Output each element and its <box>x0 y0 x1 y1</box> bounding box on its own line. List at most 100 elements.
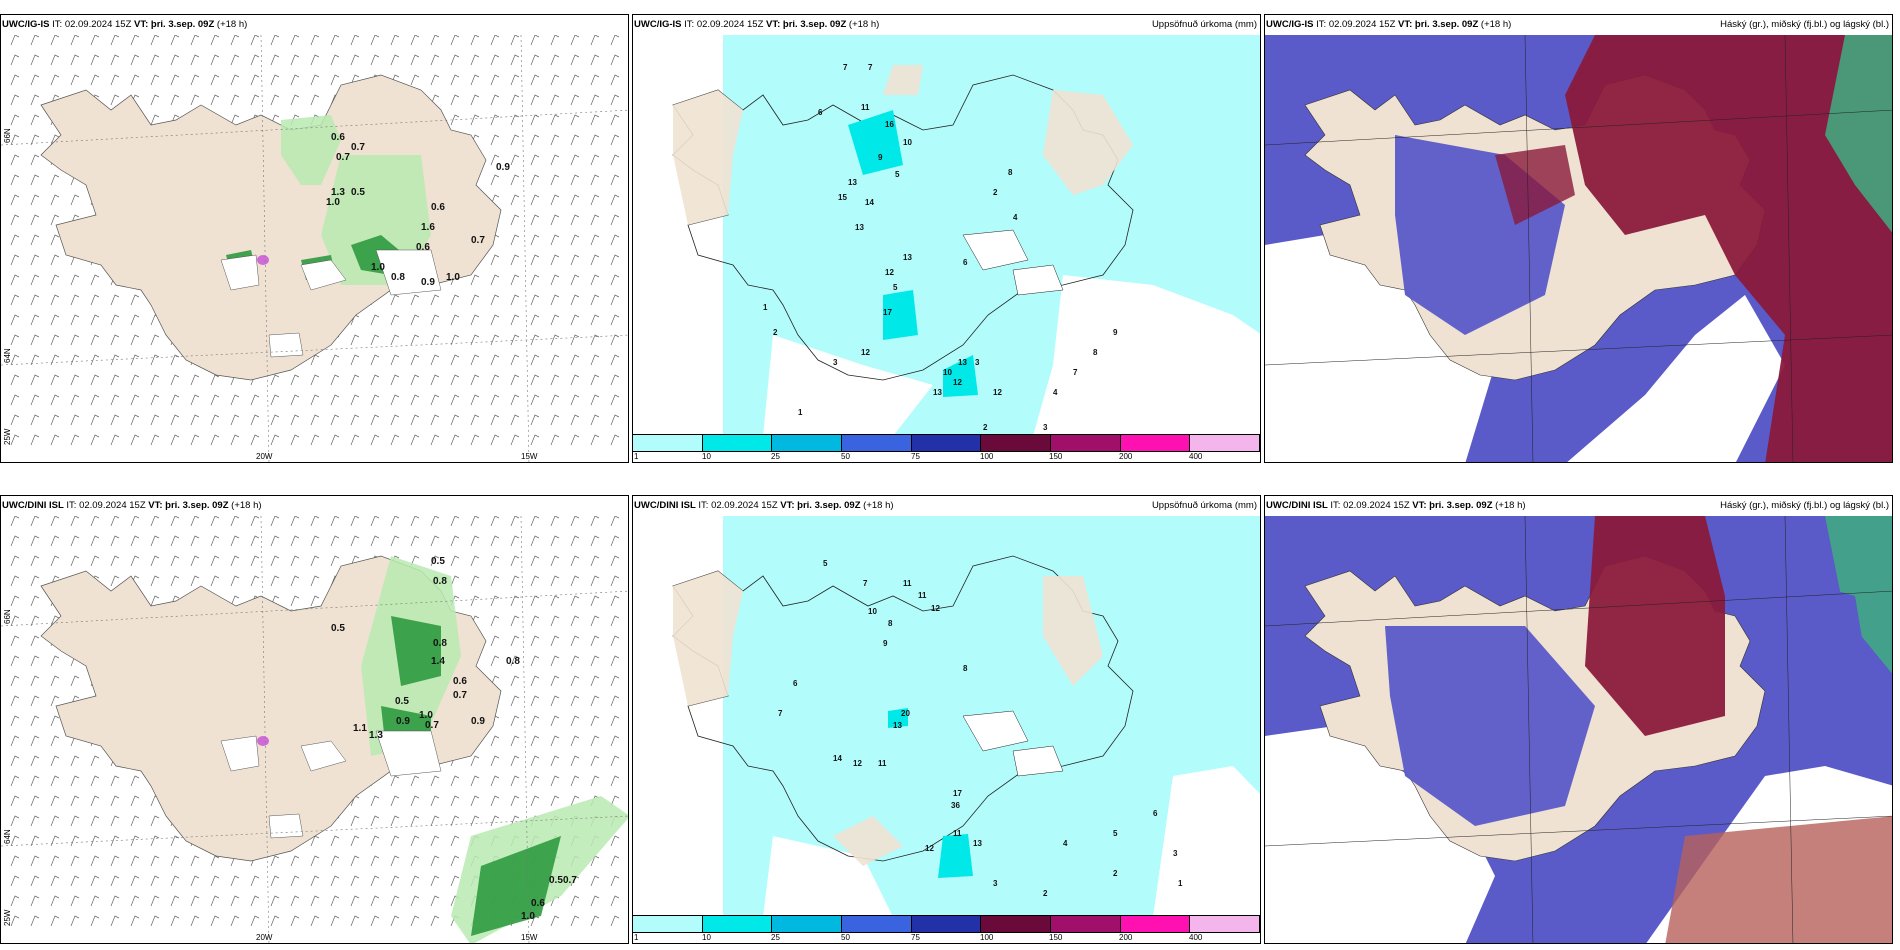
wind-barb <box>610 895 620 907</box>
wind-barb <box>570 715 580 727</box>
map-value-label: 14 <box>833 754 842 763</box>
wind-barb <box>470 795 480 807</box>
wind-barb <box>470 314 480 326</box>
wind-barb <box>30 655 40 667</box>
wind-barb <box>190 555 200 567</box>
model-name: UWC/IG-IS <box>634 19 682 30</box>
wind-barb <box>570 394 580 406</box>
wind-barb <box>30 815 40 827</box>
map-value-label: 0.9 <box>396 716 410 727</box>
map-value-label: 20 <box>901 709 910 718</box>
wind-barb <box>10 134 20 146</box>
wind-barb <box>530 655 540 667</box>
wind-barb <box>110 94 120 106</box>
wind-barb <box>350 354 360 366</box>
wind-barb <box>530 695 540 707</box>
wind-barb <box>470 294 480 306</box>
wind-barb <box>130 35 140 46</box>
wind-barb <box>250 555 260 567</box>
precip-map-panel-dini: UWC/DINI ISL IT: 02.09.2024 15Z VT: þri.… <box>632 495 1261 944</box>
wind-gust-values: 0.50.80.80.51.40.60.70.51.00.91.30.9 0.71… <box>331 556 577 922</box>
wind-barb <box>510 354 520 366</box>
lon-label-15w: 15W <box>521 933 538 942</box>
wind-barb <box>190 35 200 46</box>
wind-barb <box>10 394 20 406</box>
map-value-label: 6 <box>1153 809 1158 818</box>
wind-barb <box>510 775 520 787</box>
colorbar-tick: 100 <box>980 452 994 461</box>
wind-barb <box>470 555 480 567</box>
colorbar-tick: 25 <box>771 452 780 461</box>
wind-barb <box>70 555 80 567</box>
wind-barb <box>590 394 600 406</box>
wind-barb <box>410 74 420 86</box>
wind-barb <box>450 835 460 847</box>
map-value-label: 0.9 <box>471 716 485 727</box>
colorbar-swatch <box>911 916 982 932</box>
wind-barb <box>30 414 40 426</box>
wind-barb <box>70 74 80 86</box>
wind-barb <box>50 174 60 186</box>
wind-barb <box>10 174 20 186</box>
wind-barb <box>70 895 80 907</box>
model-name: UWC/DINI ISL <box>2 500 64 511</box>
wind-barb <box>430 795 440 807</box>
wind-barb <box>90 755 100 767</box>
wind-barb <box>590 214 600 226</box>
wind-barb <box>250 535 260 547</box>
map-value-label: 13 <box>855 223 864 232</box>
wind-barb <box>530 354 540 366</box>
wind-barb <box>550 915 560 927</box>
wind-barb <box>350 74 360 86</box>
map-value-label: 3 <box>1173 849 1178 858</box>
colorbar-swatch <box>981 435 1052 451</box>
wind-barb <box>470 755 480 767</box>
map-value-label: 6 <box>818 108 823 117</box>
wind-barb <box>330 835 340 847</box>
wind-barb <box>610 675 620 687</box>
colorbar-tick: 100 <box>980 933 994 942</box>
wind-barb <box>490 134 500 146</box>
wind-barb <box>70 294 80 306</box>
colorbar-ticks: 1 10 25 50 75 100 150 200 400 <box>633 933 1260 943</box>
wind-barb <box>290 595 300 607</box>
wind-barb <box>110 835 120 847</box>
wind-barb <box>390 54 400 66</box>
map-value-label: 0.9 <box>496 162 510 173</box>
wind-barb <box>170 35 180 46</box>
wind-barb <box>210 74 220 86</box>
colorbar-tick: 75 <box>911 452 920 461</box>
vt-value: þri. 3.sep. 09Z <box>1429 500 1493 511</box>
wind-barb <box>490 314 500 326</box>
wind-barb <box>170 414 180 426</box>
wind-barb <box>570 134 580 146</box>
vt-value: þri. 3.sep. 09Z <box>797 500 861 511</box>
wind-barb <box>290 535 300 547</box>
wind-barb <box>30 74 40 86</box>
precip-colorbar <box>633 434 1260 452</box>
wind-barb <box>410 516 420 527</box>
map-value-label: 0.7 <box>563 875 577 886</box>
wind-barb <box>550 535 560 547</box>
wind-barb <box>70 394 80 406</box>
wind-barb <box>430 294 440 306</box>
wind-barb <box>10 875 20 887</box>
wind-barb <box>150 334 160 346</box>
map-value-label: 0.5 <box>549 875 563 886</box>
wind-barb <box>470 394 480 406</box>
wind-barb <box>10 194 20 206</box>
vt-value: þri. 3.sep. 09Z <box>1414 19 1479 30</box>
wind-barb <box>370 54 380 66</box>
wind-barb <box>130 294 140 306</box>
wind-barb <box>10 695 20 707</box>
wind-barb <box>450 74 460 86</box>
wind-barb <box>330 374 340 386</box>
wind-barb <box>330 434 340 446</box>
wind-barb <box>450 815 460 827</box>
wind-barb <box>10 815 20 827</box>
wind-barb <box>30 675 40 687</box>
wind-barb <box>170 875 180 887</box>
it-value: 02.09.2024 15Z <box>64 19 132 30</box>
wind-barb <box>530 114 540 126</box>
wind-barb <box>490 74 500 86</box>
